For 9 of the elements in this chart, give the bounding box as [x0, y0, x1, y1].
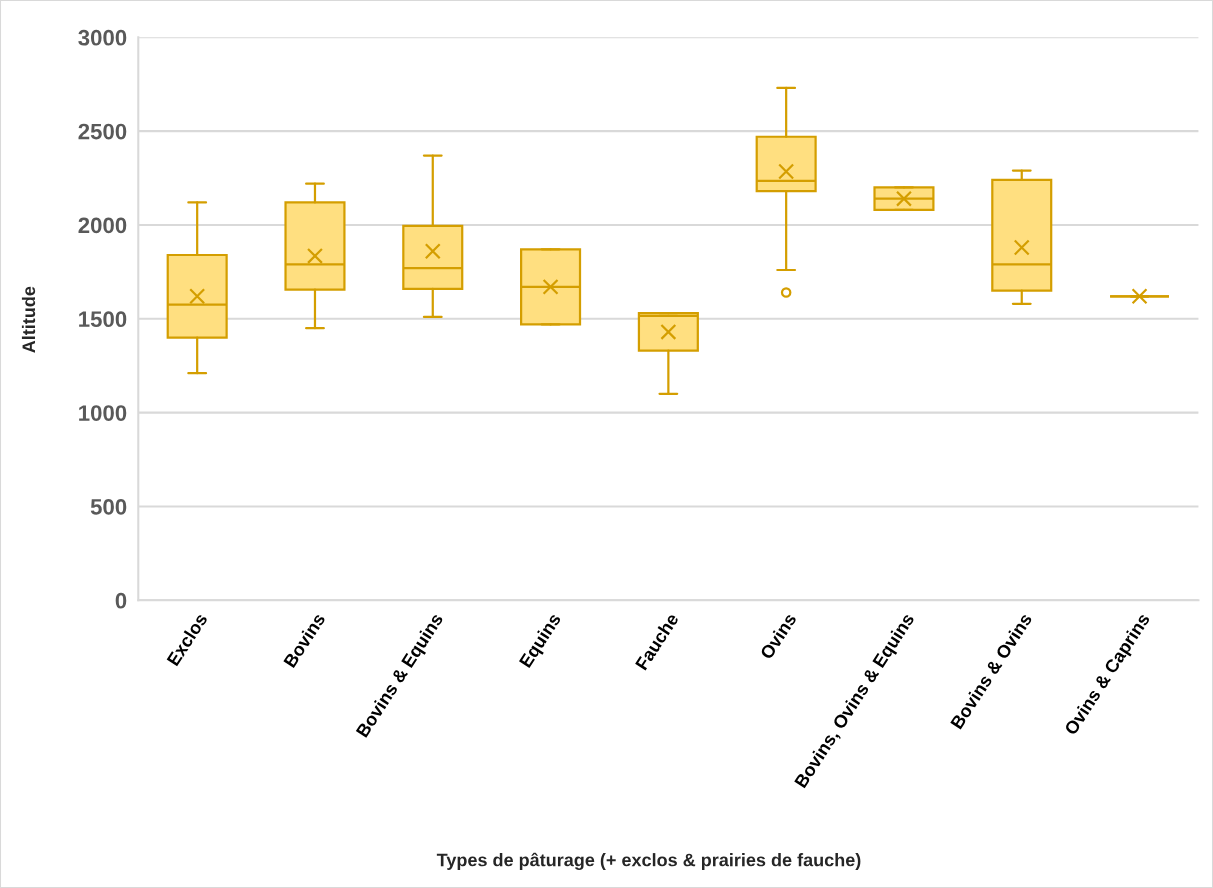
y-tick-label: 1000 [79, 405, 127, 421]
y-tick-label: 2000 [78, 217, 127, 234]
y-tick-label: 3000 [78, 29, 127, 46]
x-axis-title: Types de pâturage (+ exclos & prairies de fauche) [436, 852, 861, 871]
y-tick-label: 1500 [79, 311, 127, 328]
y-tick-label: 500 [90, 498, 127, 515]
y-tick-label: 2500 [78, 123, 127, 140]
y-tick-label: 0 [115, 592, 127, 609]
y-axis-title: Altitude [21, 286, 36, 353]
